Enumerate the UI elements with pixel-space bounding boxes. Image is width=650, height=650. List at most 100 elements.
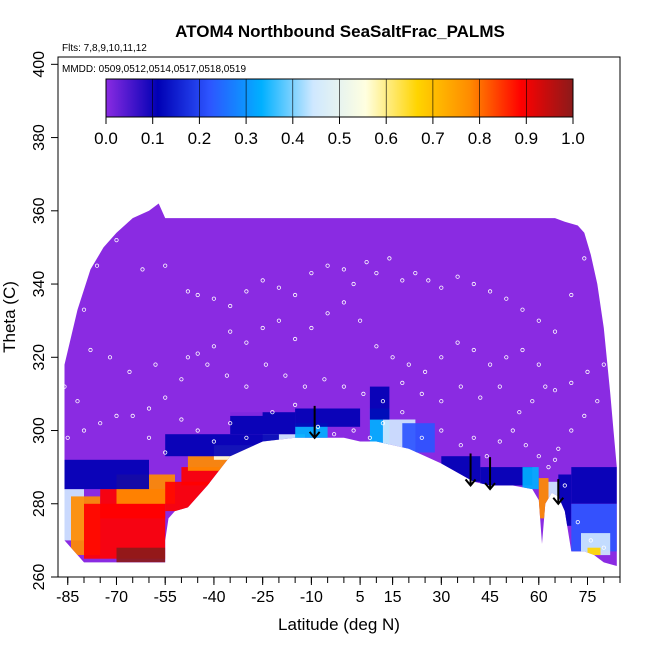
- plot-area: [62, 203, 617, 566]
- sample-point: [75, 399, 80, 404]
- sample-point: [504, 355, 509, 360]
- x-tick-label: 75: [579, 589, 597, 606]
- sample-point: [569, 292, 574, 298]
- sample-point: [390, 355, 395, 360]
- sample-point: [224, 373, 229, 378]
- sample-point: [276, 285, 281, 290]
- sample-point: [315, 424, 320, 429]
- colorbar-dividers: [152, 79, 527, 117]
- sample-point: [387, 256, 392, 261]
- x-tick-label: -40: [202, 589, 225, 606]
- sample-point: [400, 278, 405, 283]
- sample-point: [552, 388, 558, 393]
- sample-point: [153, 362, 158, 367]
- colorbar-tick-label: 0.7: [421, 129, 445, 148]
- colorbar-tick-label: 0.0: [94, 129, 118, 148]
- sample-point: [380, 399, 385, 404]
- sample-point: [458, 443, 463, 448]
- sample-point: [439, 399, 444, 404]
- sample-point: [302, 384, 307, 389]
- sample-point: [374, 344, 379, 349]
- flights-annotation: Flts: 7,8,9,10,11,12: [62, 43, 147, 54]
- sample-point: [426, 278, 431, 283]
- sample-point: [455, 274, 460, 279]
- sample-point: [211, 296, 216, 301]
- sample-point: [185, 355, 190, 360]
- heatmap-cell: [116, 547, 166, 563]
- sample-point: [422, 369, 428, 374]
- sample-point: [331, 432, 337, 437]
- y-tick-label: 340: [31, 271, 48, 298]
- colorbar-tick-label: 0.9: [514, 129, 538, 148]
- x-tick-label: 30: [432, 589, 450, 606]
- sample-point: [98, 421, 103, 426]
- y-tick-label: 400: [31, 51, 48, 78]
- heatmap-cell: [587, 547, 601, 555]
- heatmap-cell: [327, 364, 361, 409]
- sample-point: [569, 428, 574, 433]
- y-axis-label: Theta (C): [0, 281, 19, 353]
- sample-point: [471, 435, 476, 440]
- colorbar-tick-label: 0.5: [328, 129, 352, 148]
- sample-point: [146, 435, 152, 440]
- x-tick-label: 45: [481, 589, 499, 606]
- sample-point: [552, 457, 558, 462]
- sample-point: [471, 347, 476, 353]
- heatmap-cell: [571, 467, 617, 504]
- y-axis: 260 280 300 320 340 360 380 400: [31, 51, 58, 590]
- sample-point: [471, 281, 476, 287]
- x-tick-label: -55: [154, 589, 177, 606]
- sample-point: [406, 362, 411, 367]
- sample-point: [595, 399, 600, 404]
- heatmap-cell: [522, 467, 539, 490]
- heatmap-cell: [441, 456, 481, 482]
- plot-frame: [57, 56, 621, 578]
- sample-point: [107, 355, 113, 360]
- chart-title: ATOM4 Northbound SeaSaltFrac_PALMS: [175, 22, 505, 41]
- sample-point: [114, 413, 119, 418]
- sample-point: [582, 256, 587, 261]
- sample-point: [228, 421, 233, 426]
- heatmap-cell: [402, 423, 435, 453]
- y-tick-label: 300: [31, 417, 48, 444]
- arrow-marker: [464, 453, 477, 488]
- sample-point: [585, 369, 590, 374]
- sample-point: [309, 270, 314, 276]
- colorbar-tick-label: 1.0: [561, 129, 585, 148]
- sample-point: [195, 292, 200, 298]
- sample-point: [478, 395, 483, 400]
- sample-point: [292, 402, 298, 407]
- sample-point: [283, 373, 288, 378]
- sample-point: [458, 384, 463, 389]
- sample-point: [504, 296, 509, 301]
- sample-point: [601, 227, 606, 232]
- sample-point: [127, 369, 132, 374]
- x-tick-label: 60: [530, 589, 548, 606]
- sample-point: [88, 347, 93, 353]
- sample-point: [520, 347, 525, 353]
- sample-point: [260, 325, 265, 331]
- y-tick-label: 360: [31, 197, 48, 224]
- sample-point: [325, 311, 330, 316]
- sample-point: [536, 454, 541, 459]
- sample-point: [163, 263, 168, 268]
- sample-point: [588, 538, 593, 543]
- x-axis-label: Latitude (deg N): [278, 615, 400, 634]
- sample-point: [341, 267, 346, 272]
- sample-point: [163, 450, 168, 455]
- sample-point: [244, 289, 249, 294]
- sample-point: [374, 270, 379, 276]
- sample-point: [608, 318, 613, 323]
- sample-point: [530, 399, 535, 404]
- sample-point: [228, 329, 233, 334]
- sample-point: [400, 380, 405, 385]
- sample-point: [195, 351, 200, 356]
- sample-point: [419, 435, 424, 440]
- arrow-marker: [308, 405, 321, 440]
- sample-point: [380, 421, 385, 426]
- sample-point: [205, 362, 210, 367]
- sample-point: [361, 391, 366, 396]
- sample-point: [556, 446, 561, 451]
- sample-point: [244, 384, 249, 389]
